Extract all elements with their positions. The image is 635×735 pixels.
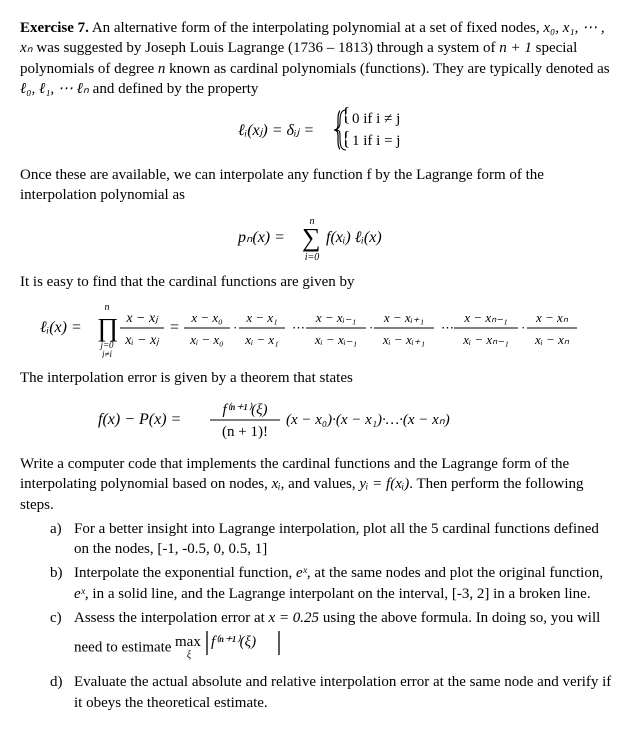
svg-text:x − xₙ₋₁: x − xₙ₋₁ — [463, 310, 507, 325]
li-fbot: xᵢ − xⱼ — [124, 333, 160, 348]
svg-text:x − xₙ: x − xₙ — [535, 310, 569, 325]
step-c-x: x = 0.25 — [269, 610, 320, 626]
err-num: f⁽ⁿ⁺¹⁾(ξ) — [222, 402, 267, 418]
step-b-ex2: eˣ — [74, 586, 85, 602]
delta-case1: 1 if i = j — [352, 133, 400, 149]
p1-d: known as cardinal polynomials (functions… — [165, 61, 609, 77]
svg-text:x − xᵢ₋₁: x − xᵢ₋₁ — [315, 310, 356, 325]
err-lhs: f(x) − P(x) = — [98, 411, 181, 428]
p5-xi: xᵢ — [272, 476, 281, 492]
step-b-b: , at the same nodes and plot the origina… — [307, 565, 603, 581]
pn-lhs: pₙ(x) = — [237, 229, 285, 246]
p1-ells: ℓ₀, ℓ₁, ⋯ ℓₙ — [20, 81, 89, 97]
step-b-c: , in a solid line, and the Lagrange inte… — [85, 586, 591, 602]
max-op: max — [175, 634, 201, 650]
li-prod-top: n — [105, 302, 110, 313]
pn-sum-bot: i=0 — [304, 252, 319, 262]
svg-text:⋯: ⋯ — [292, 320, 305, 335]
svg-text:∑: ∑ — [302, 223, 321, 252]
svg-text:xᵢ − xₙ: xᵢ − xₙ — [534, 332, 570, 347]
svg-text:xᵢ − xᵢ₊₁: xᵢ − xᵢ₊₁ — [382, 332, 425, 347]
li-lhs: ℓᵢ(x) = — [40, 319, 82, 336]
step-a-text: For a better insight into Lagrange inter… — [74, 521, 599, 557]
p1-a: An alternative form of the interpolating… — [92, 20, 544, 36]
intro-paragraph: Exercise 7. An alternative form of the i… — [20, 18, 615, 99]
svg-text:x − x₁: x − x₁ — [245, 310, 277, 325]
svg-text:∏: ∏ — [97, 313, 118, 342]
svg-text:xᵢ − xᵢ₋₁: xᵢ − xᵢ₋₁ — [314, 332, 357, 347]
para-4: The interpolation error is given by a th… — [20, 368, 615, 388]
formula-li: ℓᵢ(x) = n ∏ j=0 j≠i x − xⱼ xᵢ − xⱼ = x −… — [20, 298, 615, 358]
p5-b: , and values, — [281, 476, 360, 492]
svg-text:xᵢ − x₁: xᵢ − x₁ — [244, 332, 278, 347]
formula-pn: pₙ(x) = n ∑ i=0 f(xᵢ) ℓᵢ(x) — [20, 212, 615, 262]
svg-text:⋯: ⋯ — [441, 320, 454, 335]
step-a: a) For a better insight into Lagrange in… — [50, 519, 615, 560]
svg-text:·: · — [369, 320, 373, 335]
step-d-text: Evaluate the actual absolute and relativ… — [74, 674, 611, 710]
delta-lhs: ℓᵢ(xⱼ) = δᵢⱼ = — [238, 122, 314, 139]
step-c: c) Assess the interpolation error at x =… — [50, 608, 615, 669]
formula-max: max ξ f⁽ⁿ⁺¹⁾(ξ) — [175, 628, 285, 668]
exercise-label: Exercise 7. — [20, 20, 89, 36]
step-b-a: Interpolate the exponential function, — [74, 565, 296, 581]
svg-text:xᵢ − x₀: xᵢ − x₀ — [189, 332, 223, 347]
formula-error: f(x) − P(x) = f⁽ⁿ⁺¹⁾(ξ) (n + 1)! (x − x₀… — [20, 394, 615, 444]
p1-np1: n + 1 — [499, 40, 532, 56]
svg-text:x − x₀: x − x₀ — [190, 310, 222, 325]
max-sub: ξ — [187, 650, 192, 661]
delta-case0: 0 if i ≠ j — [352, 111, 400, 127]
para-3: It is easy to find that the cardinal fun… — [20, 272, 615, 292]
p1-b: was suggested by Joseph Louis Lagrange (… — [33, 40, 500, 56]
step-a-marker: a) — [50, 519, 62, 539]
step-b-marker: b) — [50, 563, 63, 583]
formula-delta: ℓᵢ(xⱼ) = δᵢⱼ = { { 0 if i ≠ j 1 if i = j — [20, 105, 615, 155]
max-arg: f⁽ⁿ⁺¹⁾(ξ) — [211, 634, 256, 650]
step-c-a: Assess the interpolation error at — [74, 610, 269, 626]
svg-text:·: · — [521, 320, 525, 335]
pn-rhs: f(xᵢ) ℓᵢ(x) — [326, 229, 382, 246]
p1-e: and defined by the property — [89, 81, 259, 97]
svg-text:=: = — [170, 319, 179, 336]
err-prod: (x − x₀)·(x − x₁)·…·(x − xₙ) — [286, 412, 450, 428]
li-prod-bot2: j≠i — [101, 349, 112, 358]
err-den: (n + 1)! — [222, 424, 268, 440]
svg-text:x − xᵢ₊₁: x − xᵢ₊₁ — [383, 310, 424, 325]
step-b: b) Interpolate the exponential function,… — [50, 563, 615, 604]
step-b-ex1: eˣ — [296, 565, 307, 581]
li-ftop: x − xⱼ — [125, 311, 159, 326]
step-d: d) Evaluate the actual absolute and rela… — [50, 672, 615, 713]
svg-text:xᵢ − xₙ₋₁: xᵢ − xₙ₋₁ — [462, 332, 508, 347]
step-c-marker: c) — [50, 608, 62, 628]
svg-text:·: · — [233, 320, 237, 335]
steps-list: a) For a better insight into Lagrange in… — [20, 519, 615, 713]
para-5: Write a computer code that implements th… — [20, 454, 615, 515]
step-d-marker: d) — [50, 672, 63, 692]
para-2: Once these are available, we can interpo… — [20, 165, 615, 206]
p5-yi: yᵢ = f(xᵢ) — [359, 476, 409, 492]
